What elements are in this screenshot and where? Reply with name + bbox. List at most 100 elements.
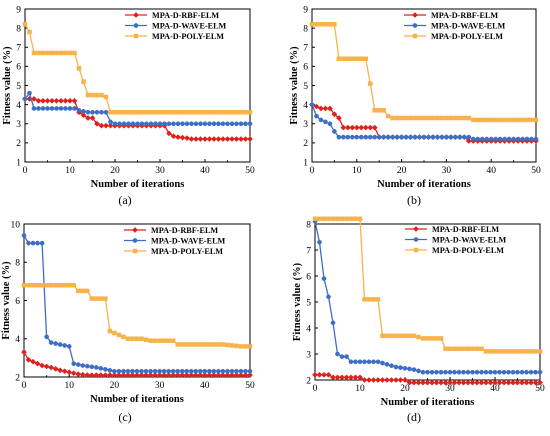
data-point [532,379,539,386]
data-point [367,124,374,131]
legend: MPA-D-RBF-ELM MPA-D-WAVE-ELMMPA-D-POLY-EL… [405,225,507,255]
data-point [197,372,204,379]
data-point [493,136,499,142]
data-point [330,374,336,381]
data-point [71,361,77,366]
data-point [148,110,154,115]
data-point [44,334,49,340]
legend-marker [412,23,418,28]
x-tick-label: 20 [110,381,120,391]
y-tick-label: 4 [15,335,20,345]
data-point [417,115,422,121]
data-point [54,50,59,56]
data-point [438,379,444,386]
legend-marker [412,12,418,18]
data-point [366,359,372,365]
x-tick-label: 40 [490,384,500,394]
data-point [219,372,226,379]
data-point [471,117,476,123]
y-axis-title: Fitness value (%) [292,262,303,341]
data-point [202,121,208,127]
y-tick-label: 10 [11,220,21,230]
data-point [496,379,503,386]
data-point [48,364,55,371]
data-point [340,124,347,131]
x-tick-label: 0 [310,166,315,176]
data-point [88,372,95,379]
data-point [511,136,516,142]
data-point [188,372,195,379]
data-point [75,371,82,378]
data-point [72,50,77,56]
data-point [85,109,91,115]
data-point [112,368,117,374]
data-point [233,136,240,143]
data-point [152,372,159,379]
data-point [198,121,203,127]
data-point [107,122,114,129]
legend-marker [132,248,138,254]
data-point [411,367,417,372]
data-point [216,342,221,347]
data-point [66,369,73,376]
data-point [129,372,136,379]
legend-marker [413,247,419,253]
data-point [225,121,230,127]
data-point [426,115,431,121]
x-tick-label: 30 [155,166,165,176]
data-point [474,369,480,375]
legend: MPA-D-RBF-ELM MPA-D-WAVE-ELMMPA-D-POLY-EL… [124,226,226,256]
data-point [309,22,315,27]
data-point [393,364,399,370]
data-point [384,333,390,339]
data-point [220,121,226,127]
data-point [202,110,208,115]
data-point [388,377,395,383]
legend-label: MPA-D-WAVE-ELM [432,236,507,245]
data-point [323,119,328,125]
data-point [357,216,363,222]
data-point [434,369,439,375]
y-tick-label: 7 [16,44,21,54]
x-tick-label: 10 [352,166,362,176]
data-point [49,97,55,104]
data-point [475,117,481,123]
y-tick-label: 6 [16,63,21,73]
data-point [519,369,525,375]
data-point [520,117,525,123]
data-point [238,121,244,127]
data-point [444,134,449,140]
data-point [497,117,503,123]
data-point [90,109,95,115]
data-point [76,66,82,71]
legend-label: MPA-D-WAVE-ELM [431,22,506,31]
y-tick-label: 6 [303,63,308,73]
data-point [126,110,131,115]
data-point [493,117,498,123]
data-point [515,136,521,142]
y-tick-label: 4 [303,101,308,111]
y-tick-label: 7 [303,44,308,54]
data-point [479,136,485,142]
data-point [75,288,81,294]
data-point [247,372,253,379]
data-point [53,341,58,346]
y-axis-title: Fitness value (%) [1,261,12,340]
data-point [372,108,377,113]
series-mpa-d-wave-elm [312,219,543,375]
data-point [492,379,498,386]
data-point [103,122,109,129]
data-point [121,121,127,127]
y-tick-label: 9 [303,5,308,15]
data-point [343,374,350,381]
data-point [321,371,327,378]
series-mpa-d-rbf-elm [22,95,253,143]
data-point [352,374,359,381]
data-point [215,372,222,379]
data-point [148,368,153,374]
data-point [238,110,244,115]
data-point [447,369,453,375]
y-tick-label: 1 [303,158,308,168]
data-point [170,338,176,343]
data-point [202,136,208,143]
